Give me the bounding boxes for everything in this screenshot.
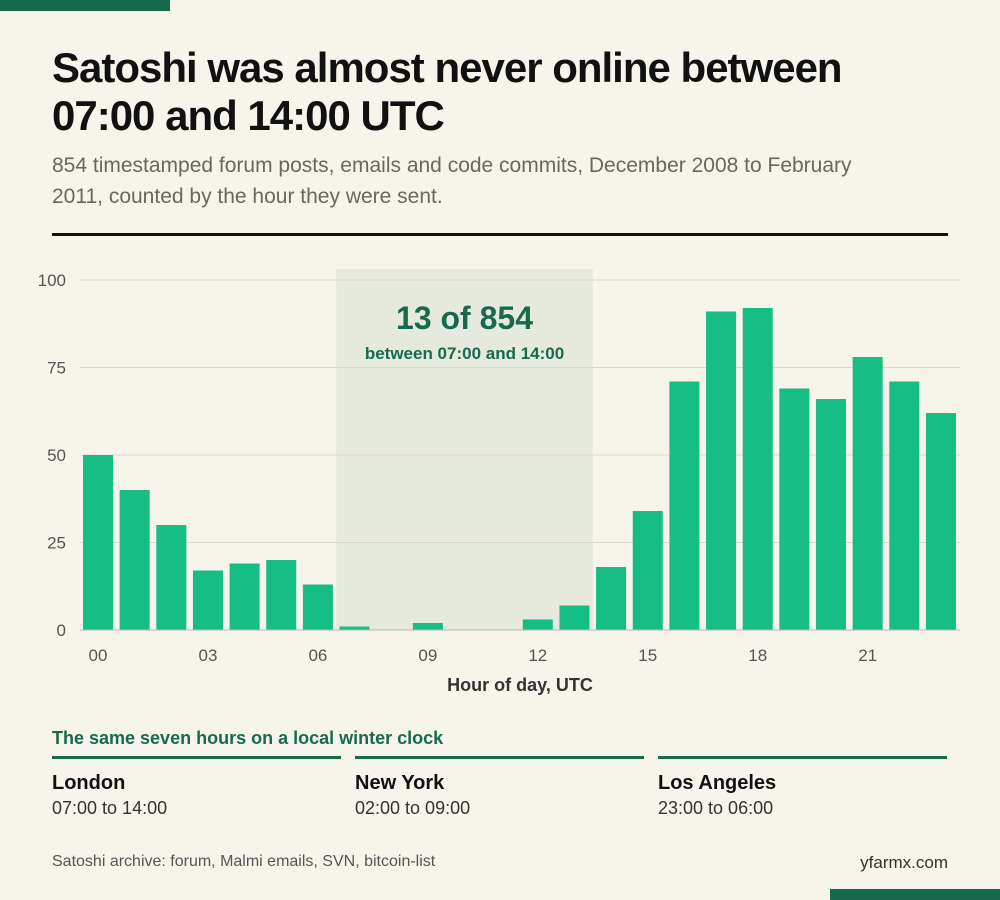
city-name: London: [52, 772, 126, 794]
bar-hour-23: [925, 413, 956, 630]
city-card-los-angeles: Los Angeles 23:00 to 06:00: [658, 756, 947, 821]
x-tick-label: 00: [89, 646, 108, 665]
bar-hour-03: [192, 570, 223, 630]
bar-hour-14: [596, 567, 627, 630]
bar-hour-19: [779, 388, 810, 630]
x-tick-label: 06: [308, 646, 327, 665]
bar-hour-09: [412, 623, 443, 630]
city-name: New York: [355, 772, 445, 794]
city-time-range: 23:00 to 06:00: [658, 798, 774, 818]
bar-hour-01: [119, 490, 150, 630]
top-accent-bar: [0, 0, 170, 11]
bar-hour-22: [889, 381, 920, 630]
bar-hour-07: [339, 626, 370, 630]
header-divider: [52, 233, 948, 236]
annotation-range: between 07:00 and 14:00: [365, 344, 564, 363]
bar-hour-05: [266, 560, 297, 630]
highlight-band: [336, 269, 593, 630]
source-note: Satoshi archive: forum, Malmi emails, SV…: [52, 853, 436, 870]
bar-hour-00: [83, 455, 113, 630]
bottom-accent-bar: [830, 889, 1000, 900]
city-card-london: London 07:00 to 14:00: [52, 756, 341, 821]
bar-hour-04: [229, 563, 260, 630]
chart-title: Satoshi was almost never online between …: [52, 44, 843, 139]
y-tick-label: 75: [47, 359, 66, 378]
x-tick-label: 09: [418, 646, 437, 665]
x-tick-label: 03: [198, 646, 217, 665]
hourly-bar-chart: 0 25 50 75 100 00 03 06 09 12 15 18 21 Hour of day, U…: [38, 269, 960, 695]
y-tick-label: 25: [47, 534, 66, 553]
city-time-range: 02:00 to 09:00: [355, 798, 471, 818]
y-tick-label: 0: [57, 621, 66, 640]
x-axis-label: Hour of day, UTC: [447, 675, 593, 695]
cities-heading: The same seven hours on a local winter c…: [52, 728, 444, 748]
city-name: Los Angeles: [658, 772, 777, 794]
bar-hour-15: [632, 511, 663, 630]
site-credit: yfarmx.com: [860, 853, 948, 872]
annotation-count: 13 of 854: [396, 300, 533, 336]
bar-hour-13: [559, 605, 590, 630]
y-tick-label: 50: [47, 446, 66, 465]
bar-hour-02: [156, 525, 187, 630]
y-tick-label: 100: [38, 271, 66, 290]
bar-hour-17: [706, 311, 737, 630]
bar-hour-16: [669, 381, 700, 630]
bar-hour-18: [742, 308, 773, 630]
x-tick-label: 15: [638, 646, 657, 665]
bar-hour-21: [852, 357, 883, 630]
bar-hour-12: [522, 619, 553, 630]
x-tick-label: 18: [748, 646, 767, 665]
city-time-range: 07:00 to 14:00: [52, 798, 168, 818]
bar-hour-20: [816, 399, 846, 630]
chart-subtitle: 854 timestamped forum posts, emails and …: [52, 154, 852, 208]
city-card-new-york: New York 02:00 to 09:00: [355, 756, 644, 821]
x-tick-label: 12: [528, 646, 547, 665]
x-tick-label: 21: [858, 646, 877, 665]
bar-hour-06: [302, 584, 333, 630]
